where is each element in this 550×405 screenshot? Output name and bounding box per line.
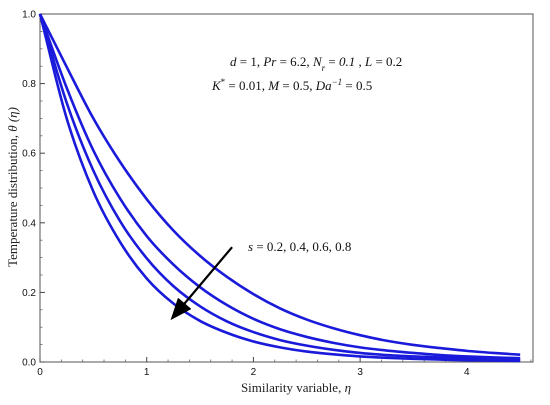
x-axis-label: Similarity variable, η [241, 380, 351, 395]
y-tick-label: 1.0 [22, 10, 36, 21]
params-line-1: d = 1, Pr = 6.2, Nr = 0.1 , L = 0.2 [230, 54, 402, 73]
params-line-2: K* = 0.01, M = 0.5, Da−1 = 0.5 [211, 77, 372, 93]
arrow-label: s = 0.2, 0.4, 0.6, 0.8 [248, 239, 351, 254]
series-group [38, 13, 521, 363]
series-line-2 [38, 13, 521, 360]
x-tick-label: 1 [144, 367, 150, 378]
x-tick-label: 2 [251, 367, 257, 378]
y-tick-label: 0.2 [22, 288, 36, 299]
y-tick-label: 0.4 [22, 218, 36, 229]
y-tick-label: 0.8 [22, 79, 36, 90]
annotations: d = 1, Pr = 6.2, Nr = 0.1 , L = 0.2 K* =… [170, 54, 402, 321]
x-tick-label: 3 [357, 367, 363, 378]
x-tick-label: 0 [37, 367, 43, 378]
series-line-4 [38, 13, 521, 363]
y-tick-label: 0.6 [22, 149, 36, 160]
series-line-1 [38, 13, 521, 356]
trend-arrow [170, 246, 233, 321]
series-line-3 [38, 13, 521, 361]
y-axis-label: Temperature distribution, θ (η) [5, 107, 20, 267]
y-tick-label: 0.0 [22, 358, 36, 369]
x-tick-label: 4 [464, 367, 470, 378]
